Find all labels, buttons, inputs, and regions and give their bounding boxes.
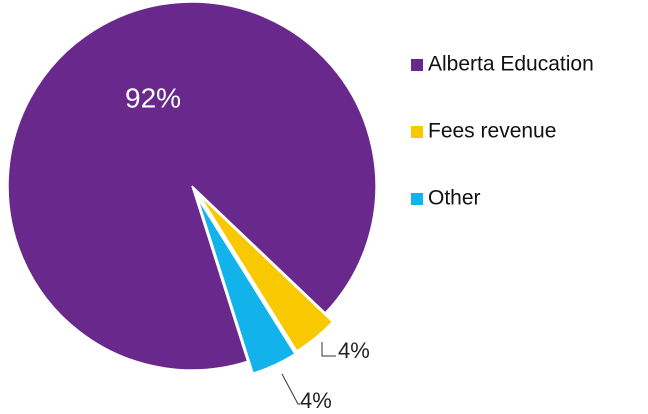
legend-swatch [411, 59, 423, 71]
pie-slice [7, 1, 377, 371]
legend-label: Alberta Education [428, 53, 594, 76]
legend-label: Fees revenue [428, 120, 556, 143]
pie-slice [198, 194, 334, 352]
leader-line [281, 373, 300, 405]
data-label: 92% [125, 82, 181, 113]
leader-line [321, 342, 336, 357]
legend-swatch [411, 126, 423, 138]
legend-label: Other [428, 187, 481, 210]
data-label: 4% [300, 388, 332, 413]
pie-slice [196, 197, 296, 375]
legend-swatch [411, 193, 423, 205]
data-label: 4% [338, 338, 370, 363]
